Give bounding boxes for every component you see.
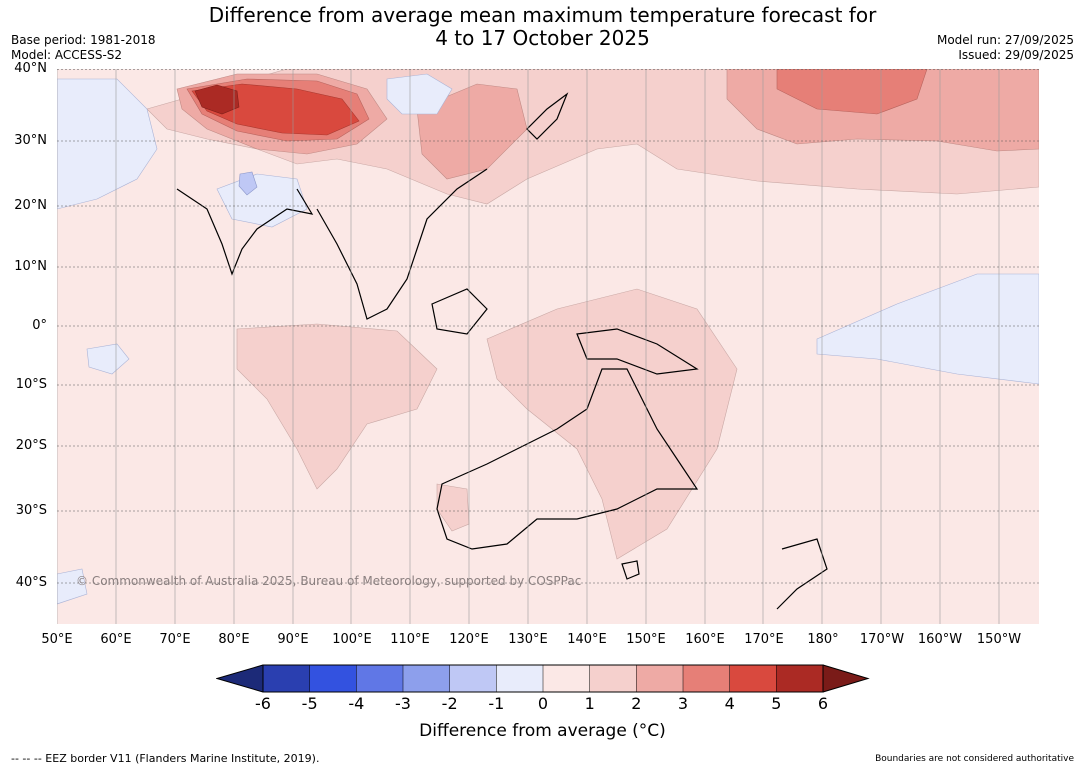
lon-label-170w: 170°W — [859, 632, 905, 647]
colorbar-tick-label: -2 — [441, 694, 458, 713]
colorbar-segment — [356, 664, 404, 693]
colorbar-tick-label: 1 — [584, 694, 595, 713]
lon-label-160w: 160°W — [917, 632, 963, 647]
lon-label-80e: 80°E — [218, 632, 250, 647]
boundaries-disclaimer: Boundaries are not considered authoritat… — [875, 754, 1074, 764]
japan-coastline — [526, 92, 569, 140]
anomaly-region-5to6-tibet — [194, 84, 240, 115]
colorbar-segment — [636, 664, 684, 693]
lon-label-150w: 150°W — [976, 632, 1022, 647]
lon-label-50e: 50°E — [41, 632, 73, 647]
colorbar-segment — [402, 664, 451, 693]
copyright-text: © Commonwealth of Australia 2025, Bureau… — [76, 574, 582, 588]
colorbar-tick-label: -6 — [255, 694, 271, 713]
colorbar-tick-label: 4 — [724, 694, 735, 713]
new-zealand-coastline — [776, 538, 828, 610]
eez-border-legend: -- -- -- EEZ border V11 (Flanders Marine… — [11, 752, 320, 765]
lon-label-120e: 120°E — [449, 632, 489, 647]
new-guinea-coastline — [576, 328, 699, 375]
lat-label-10n: 10°N — [14, 259, 47, 274]
anomaly-region-3to4-pacific — [776, 69, 928, 115]
lon-label-130e: 130°E — [508, 632, 548, 647]
india-coastline — [176, 188, 314, 276]
colorbar-segment — [542, 664, 591, 693]
lon-label-140e: 140°E — [567, 632, 607, 647]
australia-coastline — [436, 368, 699, 550]
model-run-text: Model run: 27/09/2025 — [936, 33, 1074, 47]
title-line-1: Difference from average mean maximum tem… — [208, 3, 877, 27]
colorbar-tick-label: -1 — [488, 694, 505, 713]
colorbar-tick-label: 0 — [537, 694, 549, 713]
colorbar-tick-label: 5 — [771, 694, 782, 713]
colorbar-segment — [449, 664, 498, 693]
anomaly-region-minus1to0-west — [57, 78, 158, 210]
issued-text: Issued: 29/09/2025 — [958, 48, 1074, 62]
anomaly-region-1to2-australia — [486, 288, 738, 560]
colorbar-tick-label: -5 — [301, 694, 318, 713]
borneo-coastline — [431, 288, 488, 335]
lon-label-100e: 100°E — [332, 632, 372, 647]
meta-left: Base period: 1981-2018 Model: ACCESS-S2 — [11, 33, 156, 63]
base-period-text: Base period: 1981-2018 — [11, 33, 156, 47]
lat-label-40n: 40°N — [14, 61, 47, 76]
meta-right: Model run: 27/09/2025 Issued: 29/09/2025 — [937, 33, 1074, 63]
se-asia-coastline — [316, 168, 488, 320]
anomaly-region-minus1to0-arabian — [86, 343, 130, 375]
lon-label-160e: 160°E — [685, 632, 725, 647]
colorbar-title: Difference from average (°C) — [419, 721, 666, 741]
title-line-2: 4 to 17 October 2025 — [435, 26, 650, 50]
forecast-map — [57, 69, 1039, 624]
colorbar-segment — [729, 664, 778, 693]
colorbar-tick-label: -4 — [348, 694, 365, 713]
anomaly-region-minus1to0-pacific — [816, 273, 1039, 385]
lon-label-60e: 60°E — [100, 632, 132, 647]
anomaly-region-minus1to0-mongolia — [386, 73, 453, 115]
anomaly-region-1to2-westaus — [436, 483, 470, 532]
lon-label-110e: 110°E — [390, 632, 430, 647]
colorbar-segment — [496, 664, 544, 693]
anomaly-region-minus1to0-india — [216, 173, 308, 228]
lat-label-30n: 30°N — [14, 133, 47, 148]
anomaly-region-1to2-indian — [236, 323, 438, 490]
lon-label-70e: 70°E — [159, 632, 191, 647]
colorbar-tick-label: 6 — [817, 694, 829, 713]
colorbar — [216, 664, 870, 693]
colorbar-segment — [776, 664, 824, 693]
colorbar-extend-low — [217, 665, 263, 692]
anomaly-region-2to3-china — [416, 83, 528, 180]
colorbar-segment — [589, 664, 638, 693]
anomaly-region-minus2to1-india — [238, 171, 258, 196]
colorbar-segment — [309, 664, 358, 693]
colorbar-tick-label: -3 — [395, 694, 411, 713]
colorbar-segment — [262, 664, 311, 693]
lon-label-170e: 170°E — [744, 632, 784, 647]
colorbar-segment — [682, 664, 731, 693]
lon-label-90e: 90°E — [277, 632, 309, 647]
graticule — [57, 69, 1000, 624]
lat-label-10s: 10°S — [15, 377, 47, 392]
colorbar-tick-label: 3 — [677, 694, 689, 713]
lon-label-150e: 150°E — [626, 632, 666, 647]
lat-label-20s: 20°S — [15, 438, 47, 453]
lon-label-180: 180° — [807, 632, 839, 647]
map-title: Difference from average mean maximum tem… — [0, 4, 1085, 50]
model-text: Model: ACCESS-S2 — [11, 48, 123, 62]
lat-label-40s: 40°S — [15, 575, 47, 590]
coastlines — [176, 92, 828, 610]
colorbar-extend-high — [823, 665, 868, 692]
lat-label-20n: 20°N — [14, 198, 47, 213]
anomaly-region-minus1to0-south — [57, 568, 88, 605]
lat-label-30s: 30°S — [15, 503, 47, 518]
colorbar-tick-label: 2 — [631, 694, 642, 713]
tasmania-coastline — [621, 560, 640, 580]
lat-label-0: 0° — [32, 318, 47, 333]
